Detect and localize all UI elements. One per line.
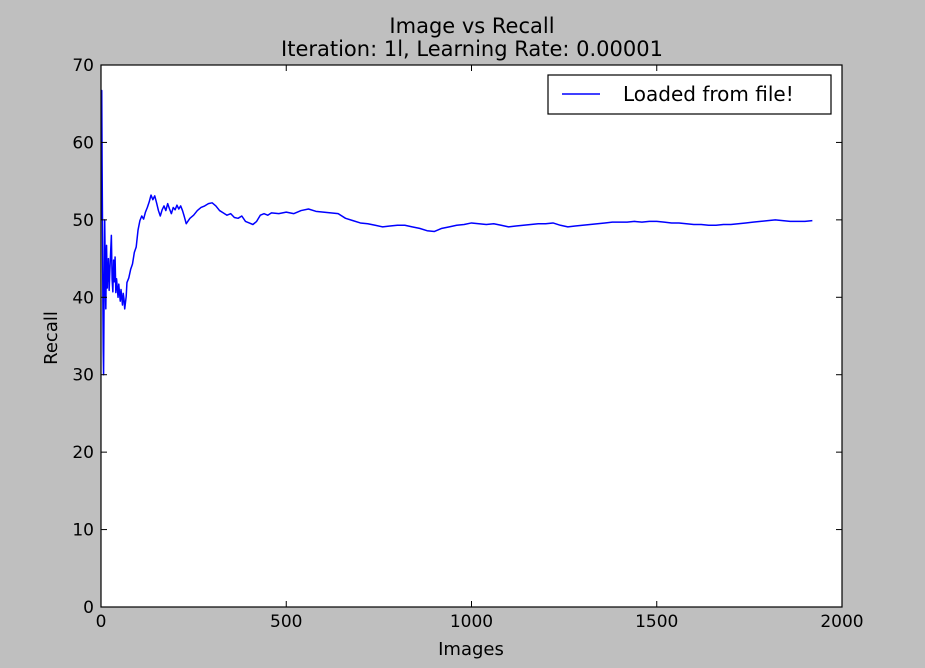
y-tick-label-4: 40 [72, 288, 94, 308]
chart-title: Image vs Recall [389, 14, 554, 38]
y-tick-label-5: 50 [72, 211, 94, 231]
legend-label: Loaded from file! [623, 82, 794, 106]
plot-area [101, 65, 842, 607]
y-tick-label-6: 60 [72, 133, 94, 153]
y-tick-label-2: 20 [72, 443, 94, 463]
x-tick-label-4: 2000 [820, 612, 863, 632]
x-axis-ticks: 0 500 1000 1500 2000 [96, 65, 864, 632]
x-tick-label-2: 1000 [450, 612, 493, 632]
y-tick-label-7: 70 [72, 56, 94, 76]
y-tick-label-0: 0 [83, 598, 94, 618]
x-tick-label-3: 1500 [635, 612, 678, 632]
y-tick-label-1: 10 [72, 521, 94, 541]
legend: Loaded from file! [547, 74, 832, 115]
y-tick-label-3: 30 [72, 366, 94, 386]
series-line-0 [100, 89, 813, 376]
series-group [100, 89, 813, 376]
chart-subtitle: Iteration: 1l, Learning Rate: 0.00001 [281, 37, 663, 61]
x-tick-label-0: 0 [96, 612, 107, 632]
x-tick-label-1: 500 [270, 612, 302, 632]
x-axis-label: Images [438, 639, 504, 660]
y-axis-ticks: 0 10 20 30 40 50 60 70 [72, 56, 842, 618]
y-axis-label: Recall [41, 311, 62, 365]
